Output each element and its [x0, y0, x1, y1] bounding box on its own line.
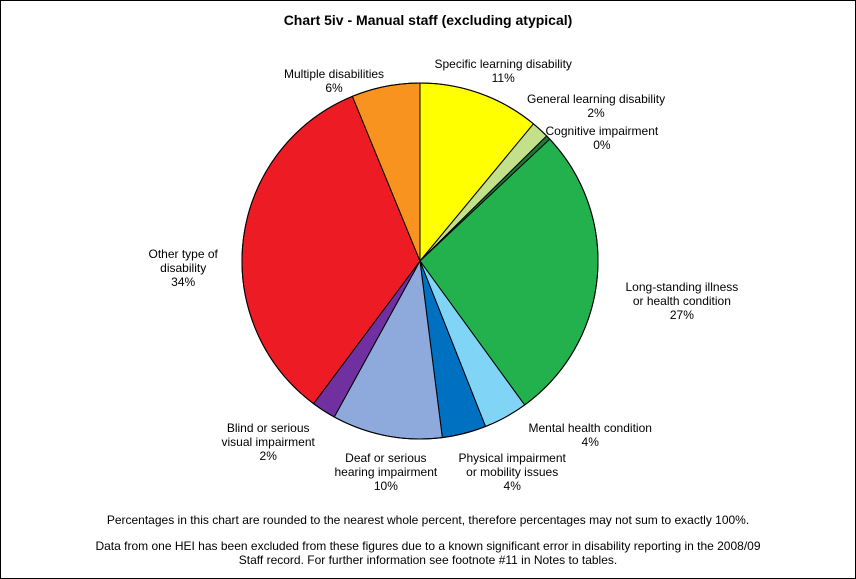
- slice-label-text: visual impairment: [221, 435, 315, 449]
- slice-percent: 10%: [373, 479, 398, 493]
- slice-label-9: Other type of disability 34%: [149, 247, 218, 289]
- slice-label-10: Multiple disabilities 6%: [284, 67, 384, 95]
- slice-label-text: Blind or serious: [226, 421, 310, 435]
- rounding-note: Percentages in this chart are rounded to…: [106, 513, 750, 527]
- slice-label-text: disability: [160, 261, 207, 275]
- slice-percent: 4%: [503, 479, 521, 493]
- slice-label-text: Physical impairment: [458, 451, 566, 465]
- slice-label-3: Cognitive impairment 0%: [546, 124, 659, 152]
- slice-label-text: Specific learning disability: [434, 57, 572, 71]
- slice-label-4: Long-standing illness or health condition…: [626, 280, 739, 322]
- slice-percent: 6%: [325, 81, 343, 95]
- slice-label-text: Long-standing illness: [625, 280, 739, 294]
- slice-percent: 2%: [587, 106, 605, 120]
- slice-percent: 2%: [259, 449, 277, 463]
- slice-label-text: hearing impairment: [334, 465, 438, 479]
- pie-outline: [241, 82, 599, 440]
- slice-label-2: General learning disability 2%: [527, 92, 665, 120]
- slice-percent: 34%: [171, 275, 196, 289]
- slice-label-7: Deaf or serious hearing impairment 10%: [335, 451, 438, 493]
- slice-label-text: Cognitive impairment: [545, 124, 659, 138]
- exclusion-note-line-1: Data from one HEI has been excluded from…: [95, 539, 761, 553]
- slice-label-text: General learning disability: [527, 92, 666, 106]
- chart-title: Chart 5iv - Manual staff (excluding atyp…: [283, 12, 573, 28]
- slice-percent: 4%: [581, 435, 599, 449]
- exclusion-note-line-2: Staff record. For further information se…: [238, 553, 618, 567]
- slice-percent: 11%: [491, 71, 515, 85]
- slice-label-text: Multiple disabilities: [284, 67, 385, 81]
- slice-label-text: or health condition: [632, 294, 731, 308]
- slice-label-6: Physical impairment or mobility issues 4%: [459, 451, 566, 493]
- slice-label-8: Blind or serious visual impairment 2%: [222, 421, 315, 463]
- slice-label-text: Other type of: [148, 247, 218, 261]
- slice-percent: 0%: [593, 138, 611, 152]
- slice-label-text: or mobility issues: [466, 465, 559, 479]
- slice-percent: 27%: [669, 308, 694, 322]
- slice-label-1: Specific learning disability 11%: [435, 57, 572, 85]
- slice-label-text: Deaf or serious: [345, 451, 427, 465]
- slice-label-text: Mental health condition: [528, 421, 652, 435]
- slice-label-5: Mental health condition 4%: [529, 421, 652, 449]
